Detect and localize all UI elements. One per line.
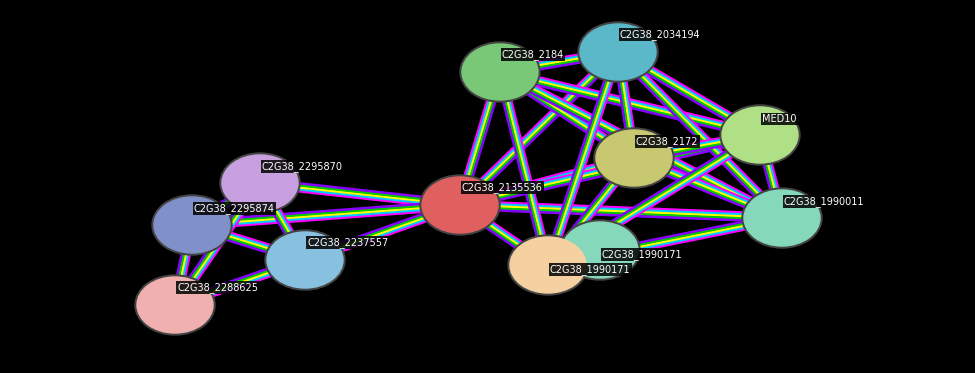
Text: C2G38_2295870: C2G38_2295870 bbox=[262, 161, 343, 172]
Text: MED10: MED10 bbox=[762, 114, 797, 124]
Ellipse shape bbox=[267, 232, 343, 288]
Ellipse shape bbox=[152, 195, 232, 255]
Text: C2G38_2288625: C2G38_2288625 bbox=[177, 282, 258, 293]
Ellipse shape bbox=[560, 220, 640, 280]
Ellipse shape bbox=[510, 237, 586, 293]
Ellipse shape bbox=[420, 175, 500, 235]
Ellipse shape bbox=[720, 105, 800, 165]
Ellipse shape bbox=[722, 107, 798, 163]
Ellipse shape bbox=[594, 128, 674, 188]
Ellipse shape bbox=[220, 153, 300, 213]
Ellipse shape bbox=[742, 188, 822, 248]
Text: C2G38_2135536: C2G38_2135536 bbox=[462, 182, 543, 193]
Ellipse shape bbox=[154, 197, 230, 253]
Ellipse shape bbox=[580, 24, 656, 80]
Ellipse shape bbox=[137, 277, 213, 333]
Ellipse shape bbox=[460, 42, 540, 102]
Ellipse shape bbox=[135, 275, 215, 335]
Text: C2G38_2237557: C2G38_2237557 bbox=[307, 237, 388, 248]
Text: C2G38_1990171: C2G38_1990171 bbox=[602, 249, 682, 260]
Ellipse shape bbox=[596, 130, 672, 186]
Ellipse shape bbox=[422, 177, 498, 233]
Text: C2G38_2295874: C2G38_2295874 bbox=[194, 203, 275, 214]
Text: C2G38_2034194: C2G38_2034194 bbox=[620, 29, 701, 40]
Ellipse shape bbox=[578, 22, 658, 82]
Ellipse shape bbox=[462, 44, 538, 100]
Ellipse shape bbox=[744, 190, 820, 246]
Ellipse shape bbox=[265, 230, 345, 290]
Text: C2G38_2184: C2G38_2184 bbox=[502, 49, 565, 60]
Text: C2G38_1990011: C2G38_1990011 bbox=[784, 196, 865, 207]
Ellipse shape bbox=[222, 155, 298, 211]
Ellipse shape bbox=[508, 235, 588, 295]
Ellipse shape bbox=[562, 222, 638, 278]
Text: C2G38_2172: C2G38_2172 bbox=[636, 136, 698, 147]
Text: C2G38_1990171: C2G38_1990171 bbox=[550, 264, 631, 275]
